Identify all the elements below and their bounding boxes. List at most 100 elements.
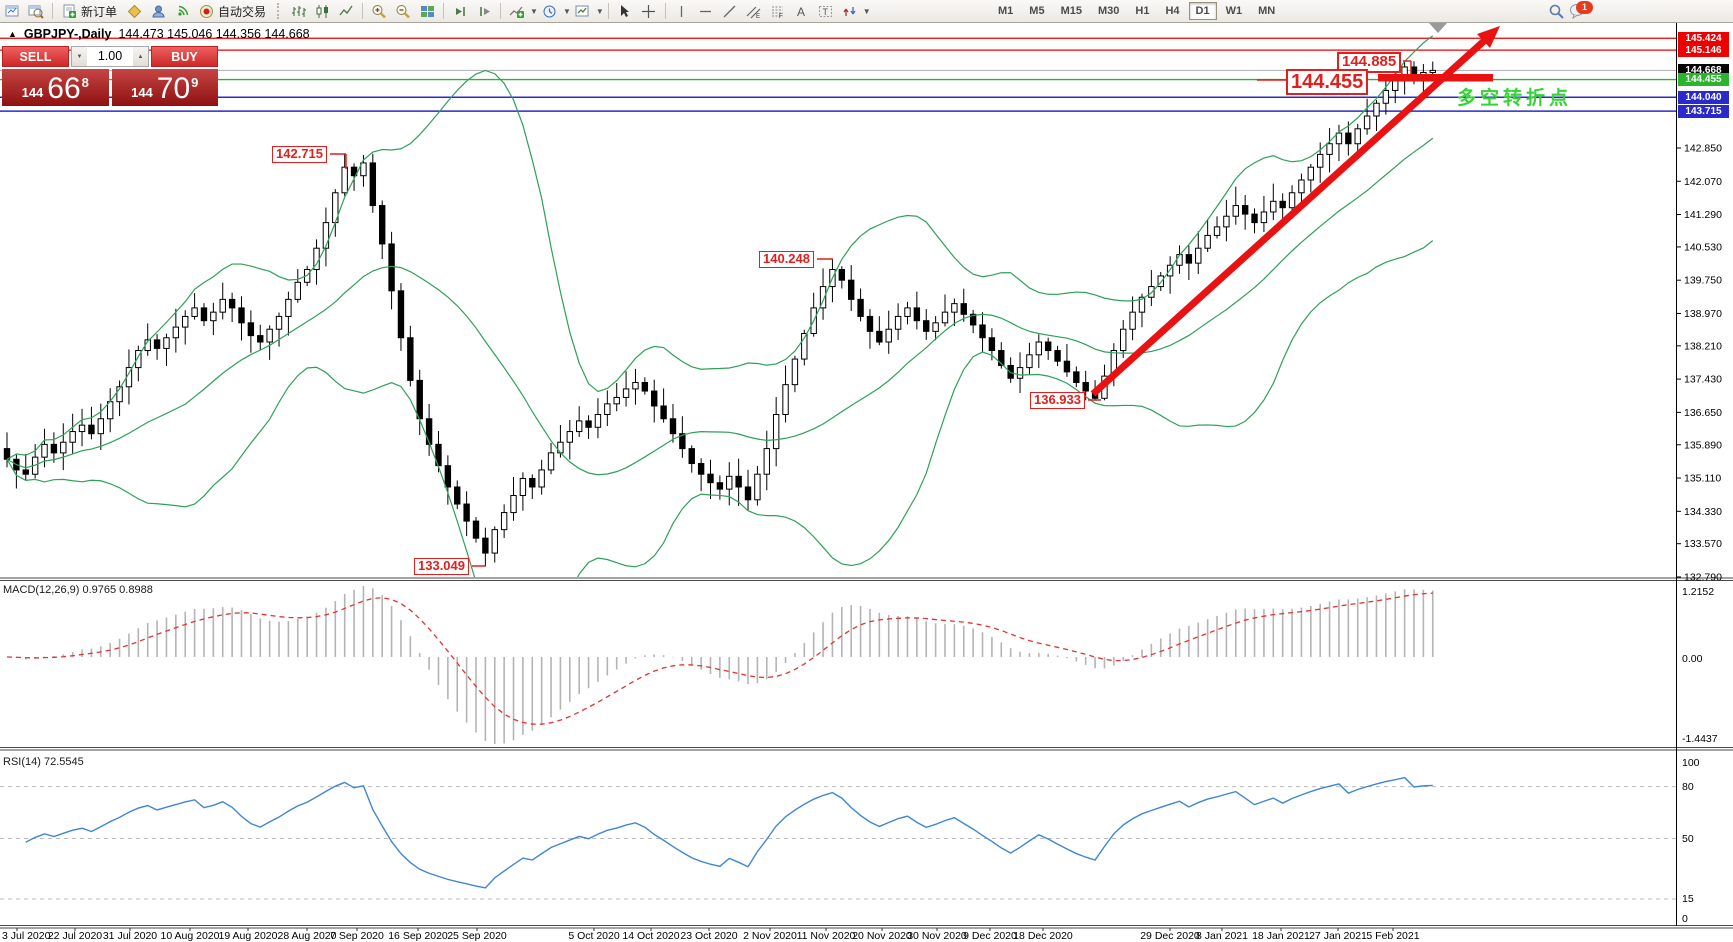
price-tag: 144.455: [1678, 73, 1729, 87]
periods-clock-icon[interactable]: [538, 1, 562, 21]
signals-icon[interactable]: [170, 1, 194, 21]
equidistant-channel-icon[interactable]: E: [742, 1, 766, 21]
search-icon[interactable]: [1545, 1, 1569, 21]
fibonacci-icon[interactable]: F: [766, 1, 790, 21]
metaeditor-icon[interactable]: [122, 1, 146, 21]
price-annotation-box[interactable]: 136.933: [1030, 392, 1085, 409]
indicator-scale-label: 0: [1682, 913, 1688, 925]
timeframe-w1[interactable]: W1: [1225, 5, 1243, 17]
indicator-scale-label: 0.00: [1682, 653, 1703, 665]
time-axis-label: 16 Sep 2020: [388, 930, 448, 942]
indicator-scale-label: 100: [1682, 757, 1700, 769]
price-annotation-box[interactable]: 133.049: [414, 558, 469, 575]
svg-text:T: T: [823, 7, 829, 17]
buy-price-sup: 9: [191, 75, 199, 90]
toolbar: 新订单 自动交易: [0, 0, 1733, 23]
uptick-icon: ▲: [8, 29, 17, 39]
line-chart-icon[interactable]: [334, 1, 358, 21]
notification-badge[interactable]: 1: [1576, 0, 1593, 14]
timeframe-h1[interactable]: H1: [1135, 5, 1150, 17]
price-tag: 145.424: [1678, 31, 1729, 45]
trend-arrow[interactable]: [1090, 38, 1487, 397]
indicators-icon[interactable]: [505, 1, 529, 21]
bar-chart-icon[interactable]: [286, 1, 310, 21]
time-axis-label: 31 Jul 2020: [103, 930, 157, 942]
time-axis-label: 20 Nov 2020: [852, 930, 912, 942]
svg-text:138.970: 138.970: [1684, 308, 1722, 320]
templates-dropdown-icon[interactable]: ▼: [595, 6, 604, 16]
time-axis-label: 30 Nov 2020: [907, 930, 967, 942]
zoom-in-icon[interactable]: [367, 1, 391, 21]
time-axis-label: 23 Oct 2020: [680, 930, 737, 942]
svg-text:136.650: 136.650: [1684, 407, 1722, 419]
time-axis-label: 27 Jan 2021: [1309, 930, 1367, 942]
candlestick-chart-icon[interactable]: [310, 1, 334, 21]
volume-value[interactable]: 1.00: [97, 49, 123, 63]
volume-increase-button[interactable]: ▲: [133, 47, 148, 66]
timeframe-m1[interactable]: M1: [998, 5, 1014, 17]
buy-price-prefix: 144: [131, 85, 153, 100]
svg-text:A: A: [797, 5, 805, 19]
sell-button[interactable]: SELL: [2, 46, 69, 67]
timeframe-bar: M1 M5 M15 M30 H1 H4 D1 W1 MN: [990, 0, 1283, 22]
text-label-icon[interactable]: T: [814, 1, 838, 21]
periods-dropdown-icon[interactable]: ▼: [562, 6, 571, 16]
svg-text:F: F: [779, 14, 783, 19]
time-axis-label: 14 Oct 2020: [622, 930, 679, 942]
zoom-out-icon[interactable]: [391, 1, 415, 21]
arrows-tool-icon[interactable]: [838, 1, 862, 21]
timeframe-m30[interactable]: M30: [1097, 5, 1120, 17]
trend-note[interactable]: 多空转折点: [1457, 88, 1573, 109]
buy-button[interactable]: BUY: [151, 46, 218, 67]
top-marker-icon[interactable]: [1429, 23, 1447, 33]
cursor-icon[interactable]: [613, 1, 637, 21]
resistance-bar[interactable]: [1378, 74, 1493, 82]
horizontal-line-icon[interactable]: [694, 1, 718, 21]
indicators-dropdown-icon[interactable]: ▼: [530, 6, 538, 16]
price-annotation-box[interactable]: 140.248: [759, 251, 814, 268]
sell-price-tile[interactable]: 144 66 8: [2, 69, 109, 106]
price-annotation-box[interactable]: 144.885: [1337, 52, 1402, 73]
timeframe-m5[interactable]: M5: [1029, 5, 1045, 17]
community-icon[interactable]: [146, 1, 170, 21]
trend-arrow-head: [1477, 26, 1500, 48]
chart-symbol: GBPJPY-,Daily: [23, 27, 112, 41]
auto-trading-button[interactable]: 自动交易: [194, 1, 271, 21]
crosshair-icon[interactable]: [637, 1, 661, 21]
indicator-scale-label: 50: [1682, 833, 1694, 845]
volume-decrease-button[interactable]: ▼: [72, 47, 87, 66]
time-axis-label: 7 Sep 2020: [330, 930, 384, 942]
svg-text:134.330: 134.330: [1684, 506, 1722, 518]
timeframe-m15[interactable]: M15: [1060, 5, 1082, 17]
time-axis-label: 11 Nov 2020: [797, 930, 856, 942]
chart-shift-icon[interactable]: [472, 1, 496, 21]
price-annotation-box[interactable]: 144.455: [1286, 69, 1369, 96]
auto-scroll-icon[interactable]: [448, 1, 472, 21]
time-axis-label: 9 Dec 2020: [963, 930, 1017, 942]
time-axis-label: 18 Dec 2020: [1013, 930, 1073, 942]
time-axis-label: 5 Oct 2020: [568, 930, 620, 942]
svg-text:135.890: 135.890: [1684, 439, 1722, 451]
price-annotation-box[interactable]: 142.715: [272, 146, 327, 163]
svg-text:135.110: 135.110: [1684, 473, 1721, 485]
templates-icon[interactable]: [571, 1, 595, 21]
chat-icon[interactable]: 1: [1569, 0, 1599, 21]
trendline-icon[interactable]: [718, 1, 742, 21]
indicator-scale-label: 80: [1682, 781, 1694, 793]
arrows-dropdown-icon[interactable]: ▼: [862, 6, 871, 16]
new-order-button[interactable]: 新订单: [57, 1, 122, 21]
text-tool-icon[interactable]: A: [790, 1, 814, 21]
timeframe-d1[interactable]: D1: [1188, 2, 1217, 20]
svg-text:137.430: 137.430: [1684, 374, 1722, 386]
profiles-icon[interactable]: [24, 1, 48, 21]
timeframe-h4[interactable]: H4: [1165, 5, 1180, 17]
svg-text:142.070: 142.070: [1684, 176, 1722, 188]
tile-windows-icon[interactable]: [415, 1, 439, 21]
svg-text:132.790: 132.790: [1684, 571, 1722, 583]
timeframe-mn[interactable]: MN: [1258, 5, 1276, 17]
vertical-line-icon[interactable]: [670, 1, 694, 21]
new-chart-icon[interactable]: [0, 1, 24, 21]
buy-price-tile[interactable]: 144 70 9: [111, 69, 218, 106]
